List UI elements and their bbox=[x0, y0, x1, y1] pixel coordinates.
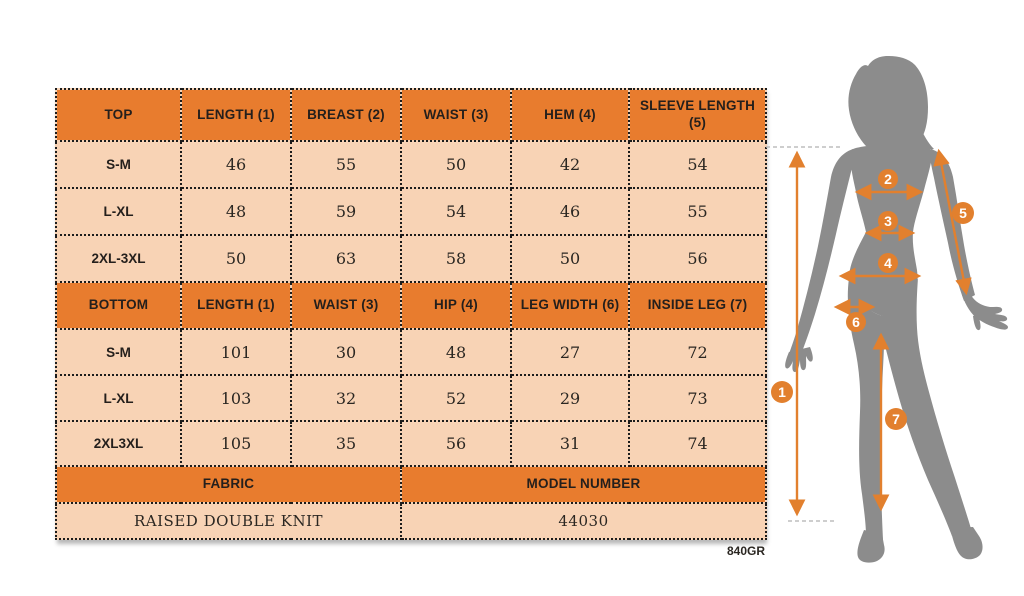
table-row: L-XL 103 32 52 29 73 bbox=[55, 374, 767, 422]
cell-value: 30 bbox=[290, 328, 402, 376]
silhouette-right-thumb bbox=[973, 314, 981, 331]
table-row: L-XL 48 59 54 46 55 bbox=[55, 187, 767, 236]
arrow-sleeve-length bbox=[933, 148, 972, 296]
col-header-leg-width: LEG WIDTH (6) bbox=[510, 281, 630, 330]
col-header-breast: BREAST (2) bbox=[290, 88, 402, 142]
cell-value: 56 bbox=[628, 234, 767, 283]
size-label: 2XL-3XL bbox=[55, 234, 182, 283]
fabric-value: RAISED DOUBLE KNIT bbox=[55, 502, 402, 540]
silhouette-right-foot bbox=[950, 527, 983, 560]
col-header-hip: HIP (4) bbox=[400, 281, 512, 330]
cell-value: 46 bbox=[510, 187, 630, 236]
col-header-inside-leg: INSIDE LEG (7) bbox=[628, 281, 767, 330]
silhouette-right-leg bbox=[877, 278, 972, 536]
reference-dashes bbox=[766, 146, 840, 522]
col-header-hem: HEM (4) bbox=[510, 88, 630, 142]
svg-text:3: 3 bbox=[884, 213, 892, 229]
size-label: S-M bbox=[55, 328, 182, 376]
cell-value: 73 bbox=[628, 374, 767, 422]
cell-value: 29 bbox=[510, 374, 630, 422]
size-label: L-XL bbox=[55, 374, 182, 422]
cell-value: 42 bbox=[510, 140, 630, 189]
cell-value: 27 bbox=[510, 328, 630, 376]
fabric-header: FABRIC bbox=[55, 465, 402, 504]
cell-value: 48 bbox=[180, 187, 292, 236]
cell-value: 63 bbox=[290, 234, 402, 283]
cell-value: 35 bbox=[290, 420, 402, 467]
cell-value: 103 bbox=[180, 374, 292, 422]
cell-value: 56 bbox=[400, 420, 512, 467]
cell-value: 48 bbox=[400, 328, 512, 376]
weight-note: 840GR bbox=[726, 544, 765, 558]
size-label: 2XL3XL bbox=[55, 420, 182, 467]
top-section-label: TOP bbox=[55, 88, 182, 142]
silhouette-hair-tip bbox=[913, 122, 934, 153]
model-number-header: MODEL NUMBER bbox=[400, 465, 767, 504]
col-header-sleeve-length: SLEEVE LENGTH (5) bbox=[628, 88, 767, 142]
footer-header-row: FABRIC MODEL NUMBER bbox=[55, 465, 767, 504]
cell-value: 59 bbox=[290, 187, 402, 236]
footer-value-row: RAISED DOUBLE KNIT 44030 bbox=[55, 502, 767, 540]
model-number-value: 44030 bbox=[400, 502, 767, 540]
table-row: 2XL3XL 105 35 56 31 74 bbox=[55, 420, 767, 467]
bottom-section-label: BOTTOM bbox=[55, 281, 182, 330]
size-label: L-XL bbox=[55, 187, 182, 236]
measurement-badges: 1 2 3 4 5 6 7 bbox=[771, 169, 974, 430]
col-header-waist: WAIST (3) bbox=[400, 88, 512, 142]
top-header-row: TOP LENGTH (1) BREAST (2) WAIST (3) HEM … bbox=[55, 88, 767, 142]
badge-4: 4 bbox=[878, 253, 898, 273]
silhouette-right-hand bbox=[962, 287, 1008, 330]
cell-value: 52 bbox=[400, 374, 512, 422]
svg-text:6: 6 bbox=[852, 314, 860, 330]
cell-value: 50 bbox=[510, 234, 630, 283]
table-row: S-M 46 55 50 42 54 bbox=[55, 140, 767, 189]
cell-value: 72 bbox=[628, 328, 767, 376]
badge-6: 6 bbox=[846, 312, 866, 332]
table-row: 2XL-3XL 50 63 58 50 56 bbox=[55, 234, 767, 283]
size-chart-table: TOP LENGTH (1) BREAST (2) WAIST (3) HEM … bbox=[55, 88, 767, 540]
svg-text:5: 5 bbox=[959, 205, 967, 221]
cell-value: 58 bbox=[400, 234, 512, 283]
cell-value: 54 bbox=[400, 187, 512, 236]
cell-value: 50 bbox=[180, 234, 292, 283]
silhouette-left-arm bbox=[789, 149, 854, 357]
cell-value: 74 bbox=[628, 420, 767, 467]
cell-value: 50 bbox=[400, 140, 512, 189]
measurement-figure: 1 2 3 4 5 6 7 bbox=[766, 56, 1008, 563]
badge-7: 7 bbox=[885, 408, 907, 430]
svg-text:2: 2 bbox=[884, 171, 892, 187]
svg-text:4: 4 bbox=[884, 255, 892, 271]
cell-value: 105 bbox=[180, 420, 292, 467]
badge-2: 2 bbox=[878, 169, 898, 189]
cell-value: 31 bbox=[510, 420, 630, 467]
cell-value: 55 bbox=[628, 187, 767, 236]
svg-text:1: 1 bbox=[778, 384, 786, 400]
size-label: S-M bbox=[55, 140, 182, 189]
col-header-waist: WAIST (3) bbox=[290, 281, 402, 330]
badge-3: 3 bbox=[878, 211, 898, 231]
silhouette-head bbox=[848, 56, 928, 157]
cell-value: 55 bbox=[290, 140, 402, 189]
cell-value: 46 bbox=[180, 140, 292, 189]
cell-value: 32 bbox=[290, 374, 402, 422]
silhouette-left-hand bbox=[785, 347, 813, 372]
col-header-length: LENGTH (1) bbox=[180, 281, 292, 330]
female-silhouette bbox=[785, 56, 1008, 563]
badge-1: 1 bbox=[771, 381, 793, 403]
cell-value: 54 bbox=[628, 140, 767, 189]
svg-text:7: 7 bbox=[892, 411, 900, 427]
col-header-length: LENGTH (1) bbox=[180, 88, 292, 142]
bottom-header-row: BOTTOM LENGTH (1) WAIST (3) HIP (4) LEG … bbox=[55, 281, 767, 330]
badge-5: 5 bbox=[952, 202, 974, 224]
table-row: S-M 101 30 48 27 72 bbox=[55, 328, 767, 376]
silhouette-left-foot bbox=[857, 530, 885, 563]
measurement-arrows bbox=[788, 148, 972, 517]
size-table: TOP LENGTH (1) BREAST (2) WAIST (3) HEM … bbox=[55, 88, 767, 540]
cell-value: 101 bbox=[180, 328, 292, 376]
